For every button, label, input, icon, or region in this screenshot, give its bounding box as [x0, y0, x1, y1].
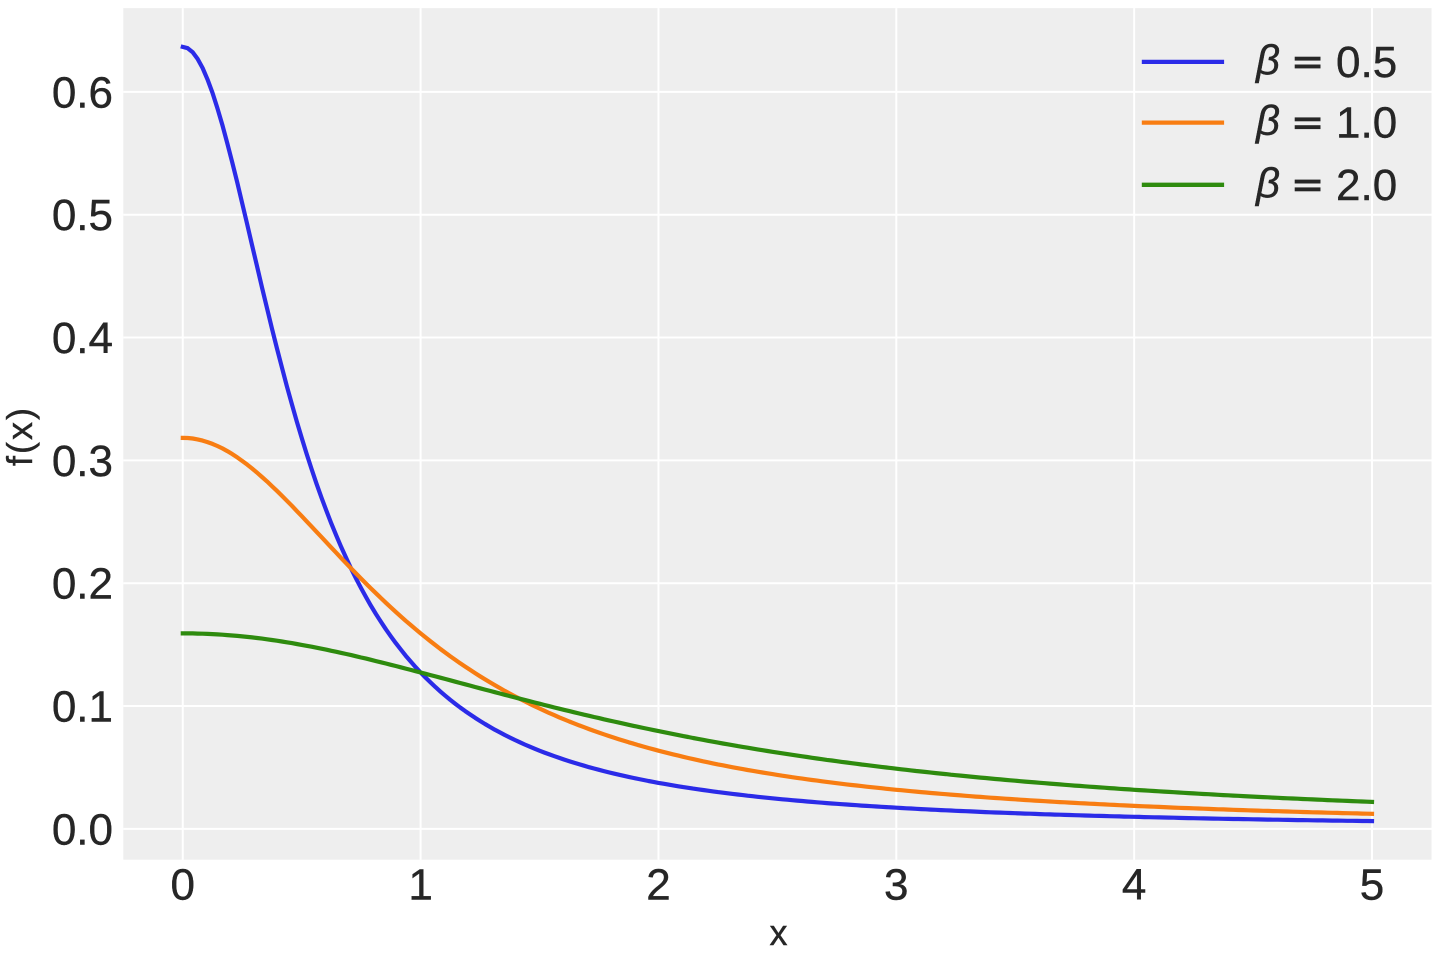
svg-text:4: 4	[1122, 861, 1146, 910]
svg-text:0.3: 0.3	[52, 437, 113, 486]
svg-text:0.5: 0.5	[52, 191, 113, 240]
svg-text:5: 5	[1360, 861, 1384, 910]
svg-text:0.6: 0.6	[52, 68, 113, 117]
svg-text:0.2: 0.2	[52, 560, 113, 609]
svg-text:f(x): f(x)	[0, 406, 40, 466]
svg-text:2: 2	[646, 861, 670, 910]
svg-text:0.0: 0.0	[52, 805, 113, 854]
svg-text:0.1: 0.1	[52, 683, 113, 732]
svg-text:0: 0	[171, 861, 195, 910]
svg-text:x: x	[770, 912, 788, 953]
svg-text:β0.5: β 0.5	[1254, 37, 1397, 88]
svg-text:0.4: 0.4	[52, 314, 113, 363]
svg-text:β1.0: β 1.0	[1254, 97, 1397, 148]
svg-text:β2.0: β 2.0	[1254, 159, 1397, 210]
svg-text:3: 3	[884, 861, 908, 910]
svg-text:1: 1	[408, 861, 432, 910]
